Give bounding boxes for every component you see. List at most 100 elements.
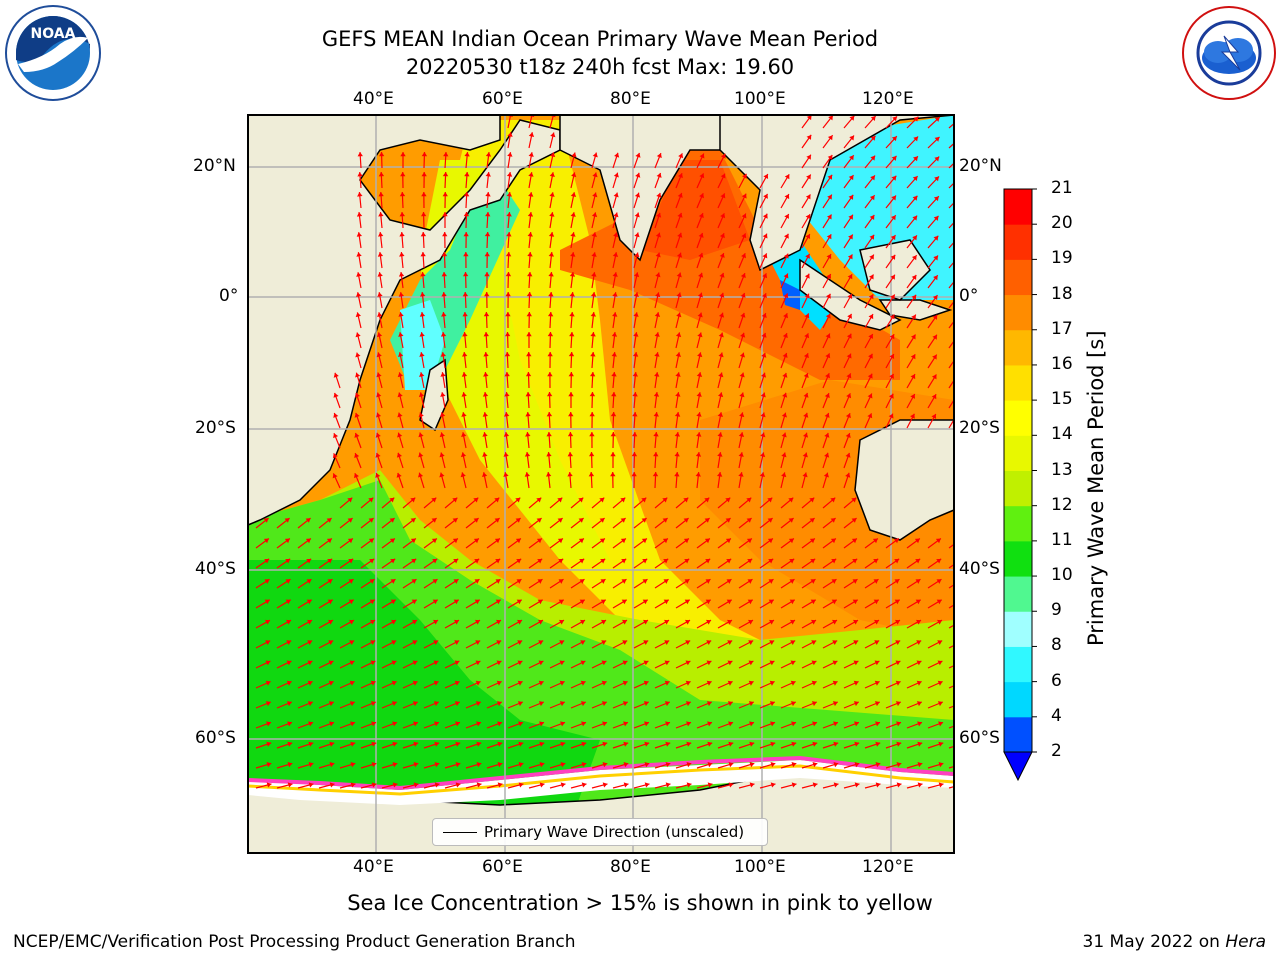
wave-arrow-head <box>804 293 810 299</box>
wave-arrow-head <box>706 701 712 707</box>
wave-arrow-head <box>632 372 638 377</box>
wave-arrow-head <box>717 472 723 477</box>
wave-arrow-head <box>515 497 521 503</box>
map-subtitle: 20220530 t18z 240h fcst Max: 19.60 <box>405 55 795 79</box>
wave-arrow-head <box>581 782 587 788</box>
colorbar-segment <box>1004 681 1032 718</box>
wave-arrow-head <box>285 599 291 605</box>
wave-arrow-head <box>557 538 563 544</box>
wave-arrow-head <box>674 412 681 417</box>
wave-arrow-head <box>832 619 837 625</box>
wave-arrow-head <box>418 452 424 458</box>
wave-arrow-head <box>664 619 669 625</box>
wave-arrow-head <box>851 538 857 544</box>
wave-arrow-head <box>560 721 565 727</box>
wave-arrow-head <box>623 741 629 747</box>
wave-arrow-head <box>832 680 838 686</box>
wave-arrow-head <box>452 497 458 503</box>
wave-arrow-head <box>411 579 417 584</box>
wave-arrow-head <box>631 452 638 457</box>
legend-line-sample <box>443 832 477 833</box>
wave-arrow-head <box>622 701 628 707</box>
wave-arrow-head <box>915 579 921 584</box>
wave-arrow-head <box>833 741 839 747</box>
wave-arrow-head <box>548 232 555 237</box>
wave-arrow-head <box>463 252 469 257</box>
colorbar-segment <box>1004 716 1032 753</box>
wave-arrow-head <box>265 640 271 645</box>
wave-arrow-head <box>601 660 607 666</box>
colorbar-tick-label: 12 <box>1051 494 1073 515</box>
wave-arrow <box>948 725 954 729</box>
wave-arrow-head <box>633 272 640 278</box>
sea-ice-zone <box>248 760 954 805</box>
wave-arrow-head <box>460 472 466 478</box>
wave-arrow-head <box>849 135 854 141</box>
wave-arrow-head <box>869 195 875 201</box>
wave-arrow-head <box>873 579 879 584</box>
wave-arrow-head <box>599 518 605 523</box>
wave-arrow-head <box>853 701 859 707</box>
wave-arrow-head <box>591 232 597 237</box>
wave-arrow-head <box>599 497 605 503</box>
wave-arrow-head <box>410 518 416 523</box>
wave-arrow-head <box>547 372 553 377</box>
wave-arrow-head <box>568 372 574 377</box>
wave-arrow-head <box>748 660 754 666</box>
wave-arrow-head <box>718 352 724 358</box>
wave-arrow-head <box>742 173 747 179</box>
wave-arrow-head <box>633 312 639 317</box>
wave-arrow-head <box>601 619 606 625</box>
wave-arrow-head <box>548 272 554 277</box>
wave-arrow-head <box>828 115 833 121</box>
wave-arrow-head <box>790 701 796 707</box>
wave-arrow-head <box>854 762 860 768</box>
wave-arrow-head <box>955 256 960 261</box>
wave-arrow-head <box>935 538 941 544</box>
wave-arrow-head <box>803 432 809 438</box>
wave-arrow-head <box>454 680 460 686</box>
wave-arrow-head <box>853 619 858 625</box>
wave-arrow-head <box>431 538 437 544</box>
wave-arrow-head <box>932 334 937 340</box>
wave-arrow-head <box>524 472 530 477</box>
wave-arrow-head <box>482 432 488 437</box>
wave-arrow-head <box>761 352 767 358</box>
wave-arrow-head <box>853 680 859 686</box>
wave-arrow-head <box>699 193 704 199</box>
wave-arrow-head <box>370 660 376 666</box>
wave-arrow-head <box>653 452 659 457</box>
wave-arrow-head <box>826 234 832 240</box>
wave-arrow-head <box>371 782 377 788</box>
wave-arrow-head <box>506 172 513 177</box>
wave-arrow-head <box>526 332 532 337</box>
wave-arrow-head <box>431 518 437 523</box>
wave-arrow-head <box>496 619 501 625</box>
wave-arrow-head <box>413 721 418 727</box>
wave-arrow-head <box>705 579 711 584</box>
wave-arrow-head <box>517 660 523 666</box>
wave-arrow-head <box>439 472 445 478</box>
wave-arrow-head <box>746 538 752 544</box>
wave-arrow-head <box>622 619 627 625</box>
colorbar-tick-label: 2 <box>1051 741 1062 761</box>
colorbar-tick-label: 18 <box>1051 283 1073 304</box>
wave-arrow-head <box>915 599 921 605</box>
wave-arrow-head <box>768 558 774 564</box>
wave-arrow-head <box>370 619 375 625</box>
wave-arrow-head <box>874 640 880 645</box>
wave-arrow-head <box>684 579 690 584</box>
wave-arrow-head <box>685 640 691 645</box>
wave-arrow-head <box>825 373 830 379</box>
wave-arrow-head <box>538 701 544 707</box>
wave-arrow-head <box>655 252 661 258</box>
wave-arrow-head <box>870 135 876 141</box>
wave-arrow-head <box>464 172 470 177</box>
colorbar-tick-label: 11 <box>1051 529 1073 550</box>
wave-arrow-head <box>739 412 745 418</box>
wave-arrow-head <box>505 312 511 317</box>
wave-arrow-head <box>461 412 467 417</box>
wave-arrow-head <box>783 313 788 319</box>
colorbar-segment <box>1004 646 1032 683</box>
wave-arrow-head <box>854 782 860 788</box>
